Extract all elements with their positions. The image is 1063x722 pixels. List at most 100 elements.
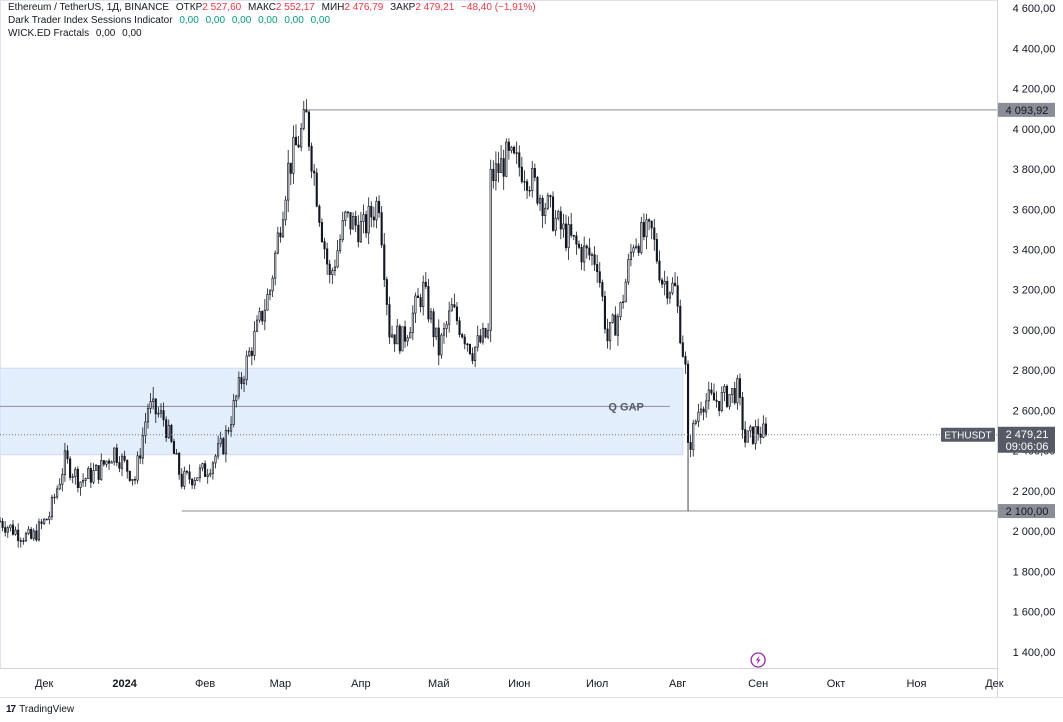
candle[interactable] xyxy=(69,456,72,481)
candle[interactable] xyxy=(331,267,334,284)
candle[interactable] xyxy=(500,145,503,173)
candle[interactable] xyxy=(310,142,313,179)
candle[interactable] xyxy=(61,468,64,492)
candle[interactable] xyxy=(640,216,643,255)
candle[interactable] xyxy=(666,276,669,305)
candle[interactable] xyxy=(694,419,697,426)
candle[interactable] xyxy=(588,238,591,261)
candle[interactable] xyxy=(622,294,625,309)
candle[interactable] xyxy=(497,151,500,183)
candle[interactable] xyxy=(271,275,274,298)
candle[interactable] xyxy=(559,206,562,240)
candle[interactable] xyxy=(22,537,25,545)
candle[interactable] xyxy=(749,424,752,438)
candle[interactable] xyxy=(741,391,744,439)
candle[interactable] xyxy=(48,511,51,525)
candle[interactable] xyxy=(66,445,69,464)
candle[interactable] xyxy=(746,430,749,443)
candle[interactable] xyxy=(349,212,352,235)
candle[interactable] xyxy=(336,240,339,269)
candle[interactable] xyxy=(398,324,401,355)
candle[interactable] xyxy=(344,210,347,227)
candle[interactable] xyxy=(538,194,542,212)
legend-indicator-1[interactable]: Dark Trader Index Sessions Indicator 0,0… xyxy=(8,15,330,27)
candle[interactable] xyxy=(619,301,622,321)
plot-area[interactable]: Q GAP ETHUSDT xyxy=(0,0,998,669)
candle[interactable] xyxy=(45,518,48,521)
candle[interactable] xyxy=(577,240,581,250)
legend-indicator-2[interactable]: WICK.ED Fractals 0,00 0,00 xyxy=(8,28,142,40)
candle[interactable] xyxy=(248,347,251,357)
candle[interactable] xyxy=(445,321,448,338)
candle[interactable] xyxy=(409,326,412,339)
candle[interactable] xyxy=(378,195,381,218)
candle[interactable] xyxy=(437,319,440,366)
candle[interactable] xyxy=(274,250,277,286)
candle[interactable] xyxy=(489,159,492,343)
candle[interactable] xyxy=(242,375,246,392)
candle[interactable] xyxy=(224,425,227,463)
candle[interactable] xyxy=(544,202,547,225)
candle[interactable] xyxy=(185,469,189,475)
candle[interactable] xyxy=(346,211,349,218)
candle[interactable] xyxy=(40,518,43,530)
candle[interactable] xyxy=(126,459,129,479)
candle[interactable] xyxy=(661,277,664,288)
candle[interactable] xyxy=(154,398,157,423)
candle[interactable] xyxy=(702,406,705,421)
candle[interactable] xyxy=(235,394,238,408)
candle[interactable] xyxy=(1,518,4,532)
candle[interactable] xyxy=(458,316,461,338)
candle[interactable] xyxy=(557,209,560,221)
candle[interactable] xyxy=(237,371,240,400)
candle[interactable] xyxy=(253,321,256,361)
candle[interactable] xyxy=(240,371,243,390)
candle[interactable] xyxy=(365,210,368,238)
candle[interactable] xyxy=(681,335,684,358)
candle[interactable] xyxy=(609,321,612,350)
candle[interactable] xyxy=(515,141,518,164)
candle[interactable] xyxy=(214,454,217,469)
candle[interactable] xyxy=(611,313,614,324)
candle[interactable] xyxy=(294,124,298,146)
candle[interactable] xyxy=(476,325,479,352)
candle[interactable] xyxy=(211,460,214,480)
candle[interactable] xyxy=(523,170,526,191)
lightning-icon[interactable] xyxy=(750,652,766,668)
candle[interactable] xyxy=(97,465,100,485)
candle[interactable] xyxy=(333,259,336,276)
candle[interactable] xyxy=(258,307,261,323)
candle[interactable] xyxy=(411,305,414,341)
candle[interactable] xyxy=(572,235,575,241)
candle[interactable] xyxy=(136,451,139,484)
candle[interactable] xyxy=(232,393,235,428)
candle[interactable] xyxy=(56,485,59,500)
candle[interactable] xyxy=(450,297,453,312)
candle[interactable] xyxy=(87,466,90,479)
candle[interactable] xyxy=(632,244,635,257)
candle[interactable] xyxy=(429,307,433,324)
candle[interactable] xyxy=(562,213,565,238)
candle[interactable] xyxy=(474,346,477,368)
candle[interactable] xyxy=(341,211,344,243)
candle[interactable] xyxy=(738,373,742,406)
candle[interactable] xyxy=(300,123,303,152)
candle[interactable] xyxy=(549,194,552,208)
candle[interactable] xyxy=(645,213,648,250)
candle[interactable] xyxy=(105,460,108,468)
candle[interactable] xyxy=(414,292,417,324)
candle[interactable] xyxy=(352,212,355,230)
candle[interactable] xyxy=(170,423,173,444)
candle[interactable] xyxy=(367,197,370,245)
candle[interactable] xyxy=(74,467,77,485)
candle[interactable] xyxy=(507,138,510,160)
symbol-tag[interactable]: ETHUSDT xyxy=(944,430,991,441)
candle[interactable] xyxy=(17,523,20,548)
candle[interactable] xyxy=(157,407,160,418)
candle[interactable] xyxy=(487,323,490,340)
candle[interactable] xyxy=(679,299,682,345)
candle[interactable] xyxy=(263,299,266,331)
candle[interactable] xyxy=(624,278,627,303)
candle[interactable] xyxy=(110,460,113,464)
candle[interactable] xyxy=(354,210,357,233)
